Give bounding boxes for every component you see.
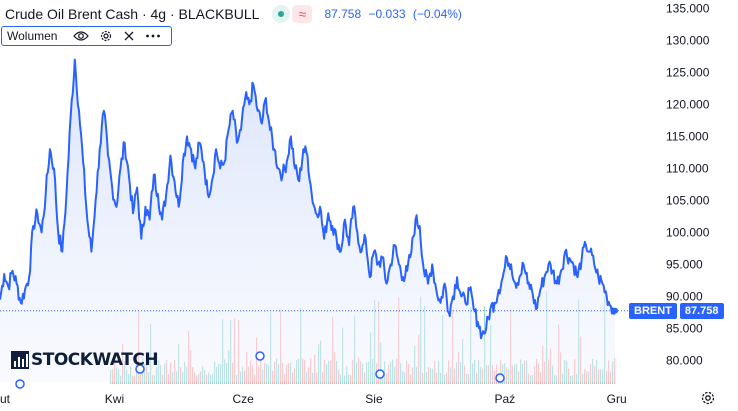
- price-axis[interactable]: 135.000 130.000 125.000 120.000 115.000 110.0…: [666, 1, 710, 367]
- time-tick-label: Paź: [494, 392, 515, 406]
- settings-gear-icon[interactable]: [700, 390, 716, 411]
- price-tick-label: 120.000: [666, 97, 710, 111]
- change-percent-value: (−0.04%): [412, 7, 462, 21]
- price-tick-label: 125.000: [666, 65, 710, 79]
- last-price-point: [612, 307, 618, 314]
- price-tick-label: 80.000: [666, 353, 703, 367]
- logo-chart-icon: [11, 351, 29, 369]
- wave-icon[interactable]: ≈: [292, 5, 313, 23]
- more-icon[interactable]: [145, 33, 161, 39]
- volume-label: Wolumen: [7, 29, 58, 43]
- event-marker[interactable]: [495, 373, 505, 383]
- time-tick-label: Gru: [607, 392, 627, 406]
- symbol-title[interactable]: Crude Oil Brent Cash · 4g · BLACKBULL: [5, 6, 260, 22]
- price-tick-label: 105.000: [666, 193, 710, 207]
- price-tick-label: 110.000: [666, 161, 709, 175]
- stockwatch-logo: STOCKWATCH: [11, 350, 159, 370]
- price-tick-label: 90.000: [666, 289, 703, 303]
- price-tick-label: 115.000: [666, 129, 709, 143]
- price-line: [0, 58, 616, 340]
- price-tick-label: 95.000: [666, 257, 703, 271]
- price-tick-label: 100.000: [666, 225, 710, 239]
- event-marker[interactable]: [255, 351, 265, 361]
- price-tag-symbol: BRENT: [629, 302, 677, 319]
- volume-indicator-legend[interactable]: Wolumen: [1, 26, 173, 46]
- price-tick-label: 130.000: [666, 33, 710, 47]
- time-tick-label: Sie: [365, 392, 383, 406]
- market-status-icon[interactable]: [272, 5, 291, 23]
- event-markers[interactable]: [15, 351, 505, 389]
- time-tick-label: Kwi: [105, 392, 124, 406]
- chart-legend: Crude Oil Brent Cash · 4g · BLACKBULL ≈ …: [5, 4, 466, 24]
- last-price-tag: BRENT 87.758: [629, 302, 724, 319]
- time-tick-label: ut: [0, 392, 11, 406]
- event-marker[interactable]: [375, 369, 385, 379]
- event-marker[interactable]: [15, 379, 25, 389]
- time-axis[interactable]: ut Kwi Cze Sie Paź Gru: [0, 392, 627, 406]
- price-area-fill: [0, 59, 615, 382]
- price-tick-label: 85.000: [666, 321, 703, 335]
- eye-icon[interactable]: [73, 30, 90, 42]
- close-icon[interactable]: [123, 30, 135, 42]
- gear-icon[interactable]: [99, 29, 113, 43]
- legend-values: 87.758 −0.033 (−0.04%): [324, 7, 465, 21]
- last-price-value: 87.758: [324, 7, 362, 21]
- price-tag-value: 87.758: [679, 302, 724, 319]
- change-value: −0.033: [368, 7, 406, 21]
- event-marker[interactable]: [135, 364, 145, 374]
- price-tick-label: 135.000: [666, 1, 710, 15]
- time-tick-label: Cze: [232, 392, 254, 406]
- logo-text: STOCKWATCH: [31, 350, 159, 370]
